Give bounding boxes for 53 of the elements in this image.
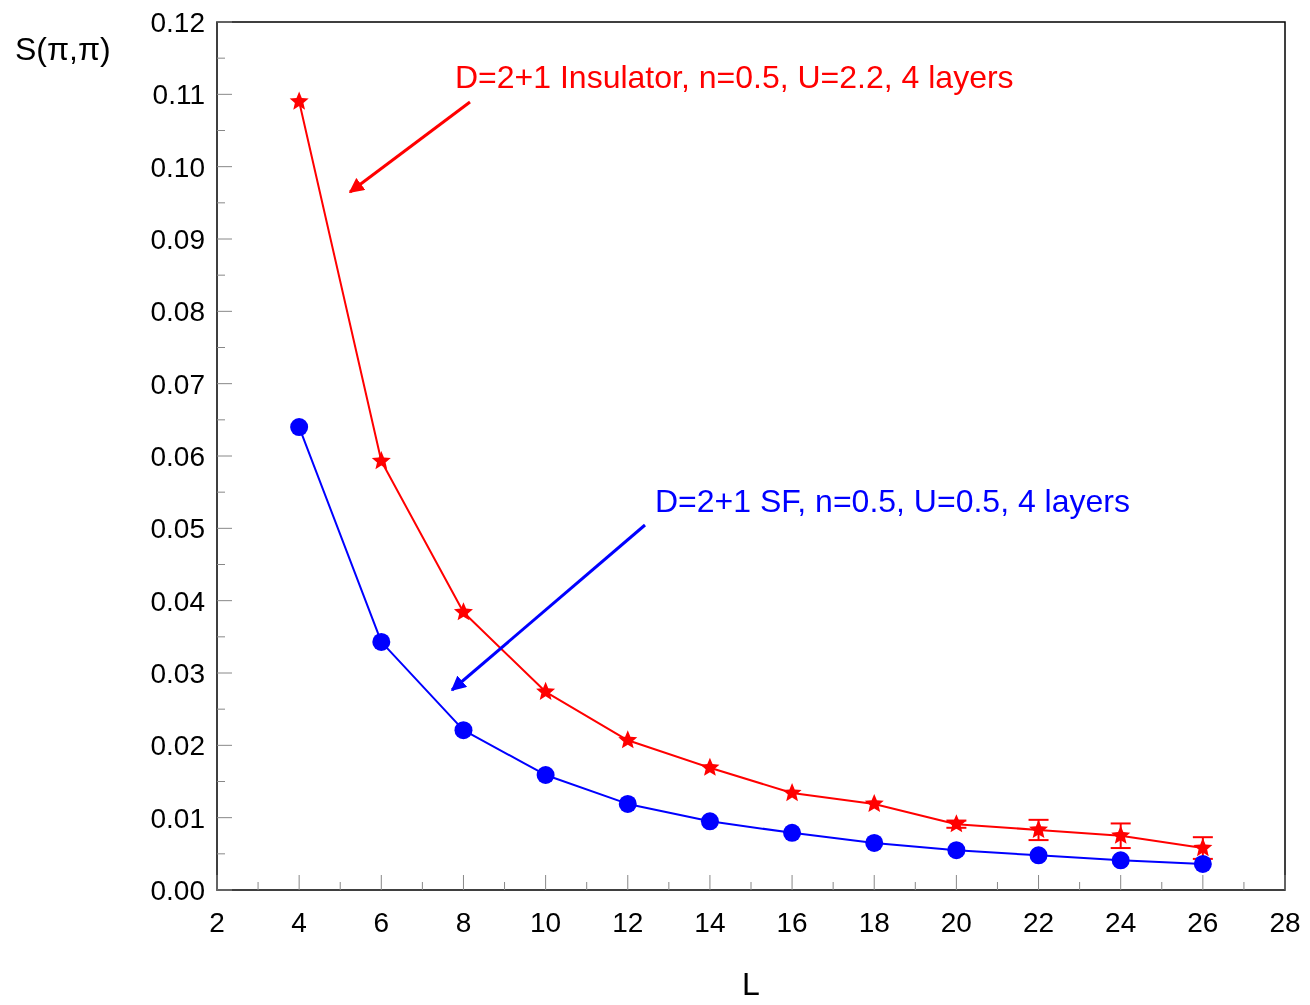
y-tick-label: 0.05 bbox=[150, 513, 205, 545]
x-tick-label: 18 bbox=[858, 907, 890, 938]
x-axis-title: L bbox=[742, 966, 760, 1002]
x-tick-label: 2 bbox=[209, 907, 225, 938]
point bbox=[1029, 846, 1048, 865]
x-tick-label: 22 bbox=[1022, 907, 1055, 938]
point bbox=[371, 451, 391, 470]
x-tick-label: 24 bbox=[1105, 907, 1137, 938]
text: D=2+1 Insulator, n=0.5, U=2.2, 4 layers bbox=[455, 59, 1014, 95]
y-tick-label: 0.12 bbox=[150, 7, 205, 38]
y-tick-label: 0.00 bbox=[150, 875, 205, 906]
point bbox=[1193, 854, 1212, 873]
point bbox=[536, 765, 555, 784]
point bbox=[290, 418, 309, 437]
point bbox=[372, 632, 391, 651]
y-tick-label: 0.06 bbox=[150, 441, 205, 472]
x-tick-label: 28 bbox=[1269, 907, 1301, 938]
point bbox=[946, 814, 966, 833]
point bbox=[1111, 851, 1130, 870]
point bbox=[700, 757, 720, 776]
point bbox=[618, 794, 637, 813]
y-tick-label: 0.09 bbox=[150, 224, 205, 255]
y-tick-label: 0.02 bbox=[150, 730, 205, 762]
point bbox=[783, 823, 802, 842]
text: D=2+1 SF, n=0.5, U=0.5, 4 layers bbox=[655, 483, 1130, 519]
x-tick-label: 16 bbox=[776, 907, 808, 938]
point bbox=[536, 681, 556, 700]
x-tick-label: 6 bbox=[373, 907, 390, 938]
y-axis-title: S(π,π) bbox=[15, 31, 111, 67]
x-tick-label: 10 bbox=[530, 907, 562, 938]
x-tick-label: 26 bbox=[1187, 907, 1219, 938]
point bbox=[700, 812, 719, 831]
point bbox=[289, 91, 309, 110]
point bbox=[864, 793, 884, 813]
point bbox=[453, 602, 473, 621]
x-tick-label: 8 bbox=[455, 907, 472, 938]
y-tick-label: 0.11 bbox=[152, 79, 205, 111]
x-tick-label: 14 bbox=[694, 907, 726, 938]
y-tick-label: 0.10 bbox=[150, 151, 205, 183]
x-tick-label: 4 bbox=[291, 907, 307, 938]
point bbox=[865, 833, 884, 852]
y-tick-label: 0.01 bbox=[150, 802, 205, 834]
y-tick-label: 0.04 bbox=[150, 585, 205, 617]
x-tick-label: 12 bbox=[612, 907, 644, 938]
point bbox=[618, 730, 638, 749]
y-tick-label: 0.07 bbox=[150, 368, 205, 400]
point bbox=[947, 841, 966, 860]
point bbox=[1111, 825, 1131, 844]
x-tick-label: 20 bbox=[940, 907, 972, 938]
point bbox=[782, 783, 802, 802]
y-tick-label: 0.08 bbox=[150, 296, 205, 328]
y-tick-label: 0.03 bbox=[150, 658, 205, 689]
point bbox=[454, 721, 473, 740]
